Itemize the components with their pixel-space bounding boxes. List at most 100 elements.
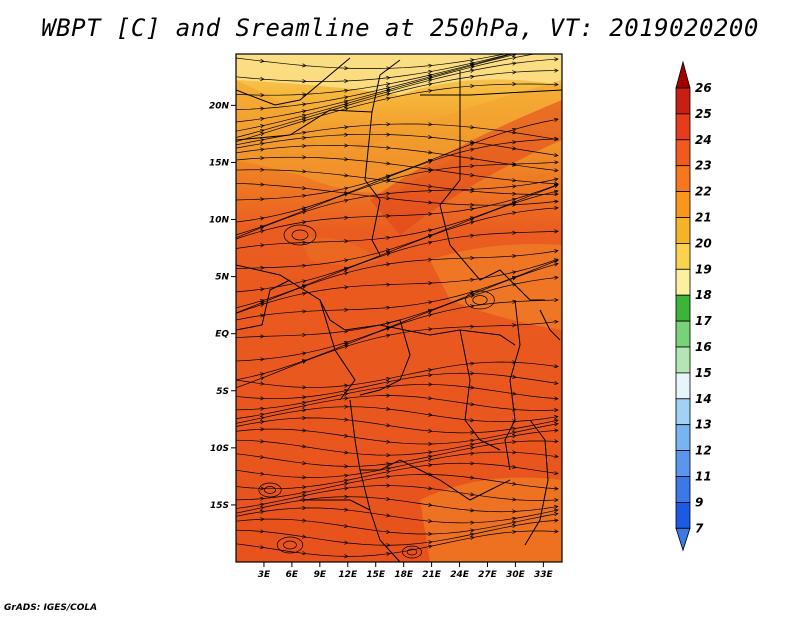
streamline-arrow xyxy=(344,307,349,312)
streamline-arrow xyxy=(512,464,517,470)
streamline-arrow xyxy=(554,428,559,433)
streamline-arrow xyxy=(427,234,433,238)
streamline-arrow xyxy=(344,173,349,178)
streamline-arrow xyxy=(386,333,391,338)
colorbar-label: 11 xyxy=(695,470,712,484)
streamline-arrow xyxy=(302,92,307,97)
streamline-arrow xyxy=(260,372,265,377)
streamline xyxy=(236,429,559,456)
streamline-arrow xyxy=(554,275,559,280)
streamline-arrow xyxy=(386,122,391,127)
colorbar-label: 18 xyxy=(695,288,712,302)
streamline-arrow xyxy=(470,156,475,161)
streamline-arrow xyxy=(302,263,307,268)
streamline-arrow xyxy=(344,554,349,559)
streamline-arrow xyxy=(386,191,391,196)
streamline-arrow xyxy=(470,74,475,79)
streamline-arrow xyxy=(302,193,307,198)
streamline-arrow xyxy=(554,422,559,427)
streamline-arrow xyxy=(428,502,433,507)
streamline-arrow xyxy=(302,408,307,413)
streamline-arrow xyxy=(260,412,265,417)
streamline-arrow xyxy=(386,376,391,381)
streamline-arrow xyxy=(512,434,517,439)
streamline-arrow xyxy=(554,408,559,413)
streamline-arrow xyxy=(301,359,307,364)
country-borders xyxy=(236,57,562,562)
streamline-arrow xyxy=(554,418,559,423)
streamline-eddy xyxy=(402,545,422,559)
streamline-arrow xyxy=(259,302,265,307)
streamline-arrow xyxy=(470,371,475,376)
streamline xyxy=(236,485,559,509)
streamline-arrow xyxy=(344,383,349,388)
streamline xyxy=(236,54,506,69)
streamline-arrow xyxy=(260,529,265,534)
streamline-arrow xyxy=(470,125,475,130)
streamline-arrow xyxy=(386,235,391,240)
streamline-arrow xyxy=(470,58,475,63)
lon-axis: 3E 6E 9E 12E 15E 18E 21E 24E 27E 30E 33E xyxy=(258,562,554,580)
streamline-arrow xyxy=(259,376,265,381)
streamline-arrow xyxy=(428,428,433,433)
streamline-arrow xyxy=(344,78,349,84)
streamline xyxy=(236,361,559,388)
streamline-arrow xyxy=(260,243,265,248)
streamline-arrow xyxy=(344,88,349,93)
streamline-arrow xyxy=(554,199,559,204)
streamline xyxy=(236,54,512,82)
streamline-arrow xyxy=(470,461,475,466)
lat-tick-label: 10N xyxy=(209,216,230,226)
streamline-arrow xyxy=(260,357,265,362)
streamline-arrow xyxy=(428,188,433,193)
streamline-arrow xyxy=(260,427,265,432)
streamline-arrow xyxy=(554,49,558,52)
streamline-arrow xyxy=(554,297,559,303)
lon-tick-label: 15E xyxy=(366,570,386,580)
streamline-arrow xyxy=(469,217,475,222)
streamline-arrow xyxy=(512,210,517,216)
streamline-arrow xyxy=(470,147,475,152)
streamline-arrow xyxy=(260,454,265,460)
lat-tick-label: 5N xyxy=(215,273,229,283)
streamline-arrow xyxy=(260,416,265,421)
streamline xyxy=(236,321,559,389)
streamline-arrow xyxy=(302,113,307,118)
colorbar-label: 9 xyxy=(695,495,703,509)
streamline-arrow xyxy=(428,78,433,83)
streamline-arrow xyxy=(302,475,307,480)
streamline-arrow xyxy=(301,284,307,289)
colorbar-top-arrow xyxy=(675,60,691,89)
streamline-arrow xyxy=(554,415,559,420)
streamline-arrow xyxy=(469,294,475,299)
streamline-arrow xyxy=(428,69,433,74)
streamline-arrow xyxy=(512,197,517,202)
streamline-arrow xyxy=(428,450,433,455)
streamline-arrow xyxy=(260,381,265,386)
streamline-arrow xyxy=(470,451,475,456)
streamline-arrow xyxy=(470,492,475,497)
streamline xyxy=(236,519,559,546)
streamline-arrow xyxy=(554,189,559,194)
streamline-arrow xyxy=(470,475,475,480)
streamline-arrow xyxy=(470,84,475,89)
streamline xyxy=(236,406,559,424)
streamline-arrow xyxy=(554,42,558,45)
streamline-arrow xyxy=(386,529,391,534)
streamline-arrow xyxy=(302,505,307,511)
colorbar-label: 12 xyxy=(695,444,712,458)
streamline-arrow xyxy=(344,473,349,478)
streamline-arrow xyxy=(386,453,391,458)
streamline-arrow xyxy=(260,287,265,292)
streamline-arrow xyxy=(428,300,433,305)
streamline xyxy=(236,182,559,206)
streamline xyxy=(236,299,559,381)
streamline-arrow xyxy=(512,524,517,529)
streamline xyxy=(236,250,559,314)
streamline-arrow xyxy=(344,523,349,529)
streamline-arrow xyxy=(302,291,307,296)
streamline xyxy=(236,83,559,143)
colorbar: 26 25 24 23 22 21 20 19 18 17 16 15 14 13 12 11 9 7 xyxy=(675,60,712,552)
streamline-arrow xyxy=(386,483,391,488)
streamline-arrow xyxy=(344,494,349,499)
